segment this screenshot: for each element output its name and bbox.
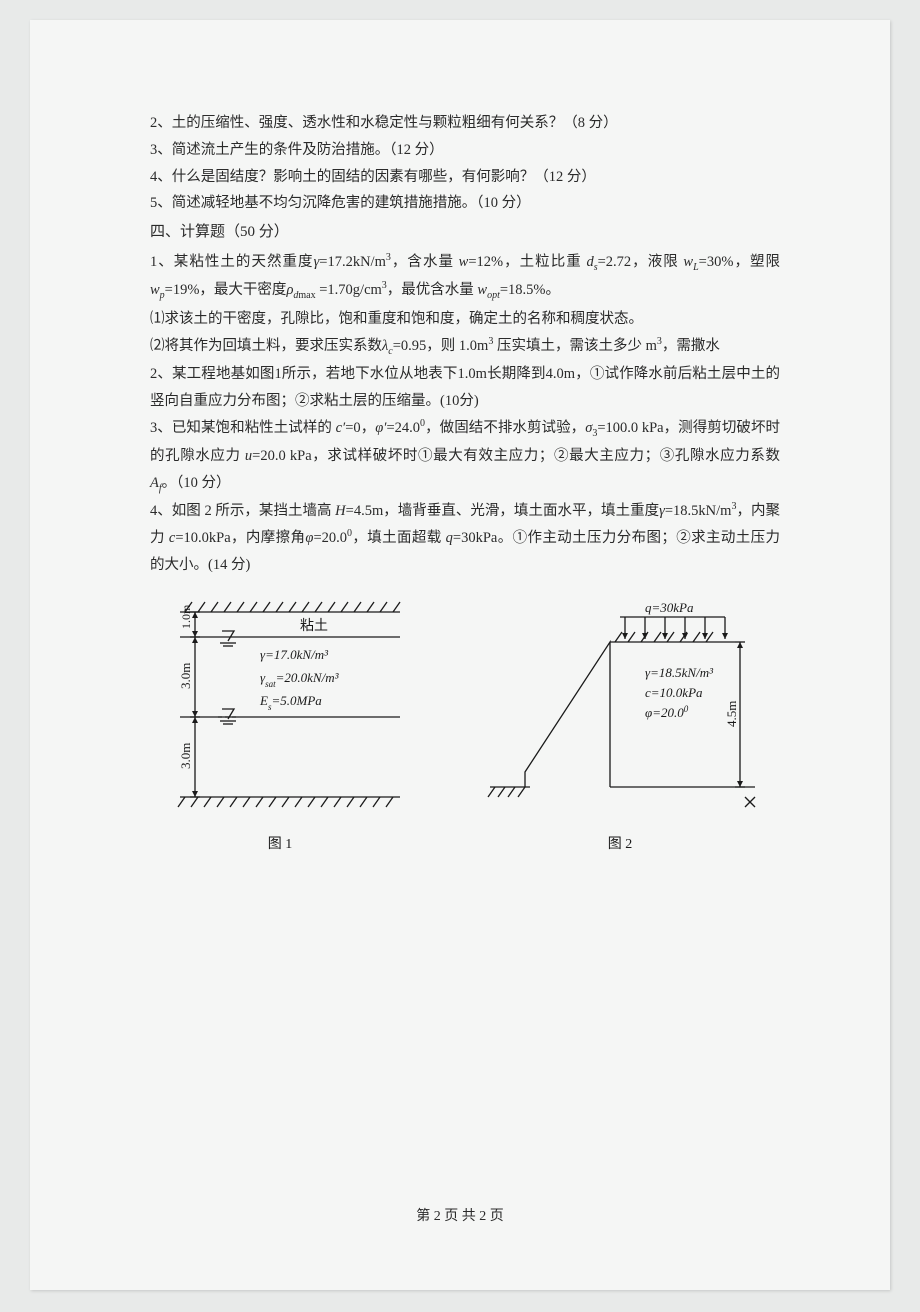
calc-q2: 2、某工程地基如图1所示，若地下水位从地表下1.0m长期降到4.0m，①试作降水…: [150, 361, 780, 415]
fig1-d3: 3.0m: [178, 742, 193, 768]
calc-q1-line1: 1、某粘性土的天然重度γ=17.2kN/m3，含水量 w=12%，土粒比重 ds…: [150, 249, 780, 306]
q3: 3、简述流土产生的条件及防治措施。（12 分）: [150, 137, 780, 164]
figure-1-svg: 1.0m 3.0m 3.0m 粘土 γ=17.0kN/m³ γsat=20.0k…: [150, 597, 410, 822]
fig1-d2: 3.0m: [178, 662, 193, 688]
q5: 5、简述减轻地基不均匀沉降危害的建筑措施措施。（10 分）: [150, 190, 780, 217]
q4: 4、什么是固结度？影响土的固结的因素有哪些，有何影响？（12 分）: [150, 164, 780, 191]
fig1-gamma: γ=17.0kN/m³: [260, 647, 329, 662]
fig1-d1: 1.0m: [179, 604, 193, 629]
figure-2-caption: 图 2: [608, 832, 633, 858]
page-container: 2、土的压缩性、强度、透水性和水稳定性与颗粒粗细有何关系？（8 分） 3、简述流…: [30, 20, 890, 1290]
calc-q1-line3: ⑵将其作为回填土料，要求压实系数λc=0.95，则 1.0m3 压实填土，需该土…: [150, 333, 780, 361]
section-4-title: 四、计算题（50 分）: [150, 219, 780, 247]
figures-row: 1.0m 3.0m 3.0m 粘土 γ=17.0kN/m³ γsat=20.0k…: [150, 597, 780, 858]
figure-2-svg: q=30kPa γ=18.5kN/m³ c=10.0kPa φ=20.00 4.…: [470, 597, 770, 822]
fig1-soil: 粘土: [300, 618, 328, 634]
fig2-q: q=30kPa: [645, 600, 694, 615]
fig2-gamma: γ=18.5kN/m³: [645, 665, 714, 680]
calc-q1-line2: ⑴求该土的干密度，孔隙比，饱和重度和饱和度，确定土的名称和稠度状态。: [150, 306, 780, 333]
fig2-c: c=10.0kPa: [645, 685, 703, 700]
fig1-es: Es=5.0MPa: [259, 693, 322, 712]
fig1-gamma-sat: γsat=20.0kN/m³: [260, 670, 340, 689]
page-footer: 第 2 页 共 2 页: [30, 1204, 890, 1230]
calc-q4: 4、如图 2 所示，某挡土墙高 H=4.5m，墙背垂直、光滑，填土面水平，填土重…: [150, 498, 780, 578]
question-block: 2、土的压缩性、强度、透水性和水稳定性与颗粒粗细有何关系？（8 分） 3、简述流…: [150, 110, 780, 579]
calc-q3: 3、已知某饱和粘性土试样的 c′=0，φ′=24.00，做固结不排水剪试验，σ3…: [150, 415, 780, 499]
figure-1-caption: 图 1: [268, 832, 293, 858]
figure-1: 1.0m 3.0m 3.0m 粘土 γ=17.0kN/m³ γsat=20.0k…: [150, 597, 410, 858]
fig2-phi: φ=20.00: [645, 704, 689, 720]
q2: 2、土的压缩性、强度、透水性和水稳定性与颗粒粗细有何关系？（8 分）: [150, 110, 780, 137]
fig2-h: 4.5m: [724, 700, 739, 726]
figure-2: q=30kPa γ=18.5kN/m³ c=10.0kPa φ=20.00 4.…: [470, 597, 770, 858]
